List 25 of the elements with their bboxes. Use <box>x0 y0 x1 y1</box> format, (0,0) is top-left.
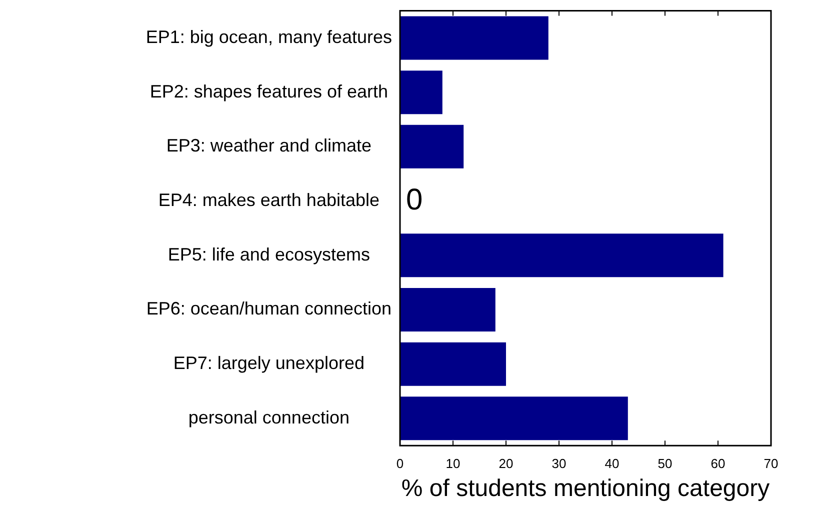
x-tick-label: 30 <box>552 456 566 471</box>
x-tick-label: 70 <box>764 456 778 471</box>
bar <box>400 396 628 440</box>
x-axis-title: % of students mentioning category <box>401 475 770 502</box>
y-tick-label: EP2: shapes features of earth <box>150 81 388 102</box>
x-tick-label: 0 <box>396 456 404 471</box>
data-label: 0 <box>406 183 423 216</box>
y-tick-label: EP4: makes earth habitable <box>158 190 380 210</box>
x-tick-label: 50 <box>658 456 672 471</box>
bar <box>400 234 724 278</box>
x-tick-label: 10 <box>446 456 460 471</box>
x-tick-label: 60 <box>710 456 726 471</box>
y-tick-label: EP5: life and ecosystems <box>168 244 370 264</box>
x-tick-label: 20 <box>498 456 514 471</box>
y-tick-label: personal connection <box>188 407 350 428</box>
bar <box>400 288 496 332</box>
bar <box>400 342 506 386</box>
y-tick-label: EP7: largely unexplored <box>173 353 364 374</box>
y-tick-label: EP6: ocean/human connection <box>146 298 392 319</box>
y-tick-label: EP1: big ocean, many features <box>146 26 392 47</box>
bar <box>400 124 464 168</box>
y-tick-label: EP3: weather and climate <box>166 136 372 156</box>
x-tick-label: 40 <box>604 456 620 471</box>
bar <box>400 16 548 60</box>
bar <box>400 70 442 114</box>
